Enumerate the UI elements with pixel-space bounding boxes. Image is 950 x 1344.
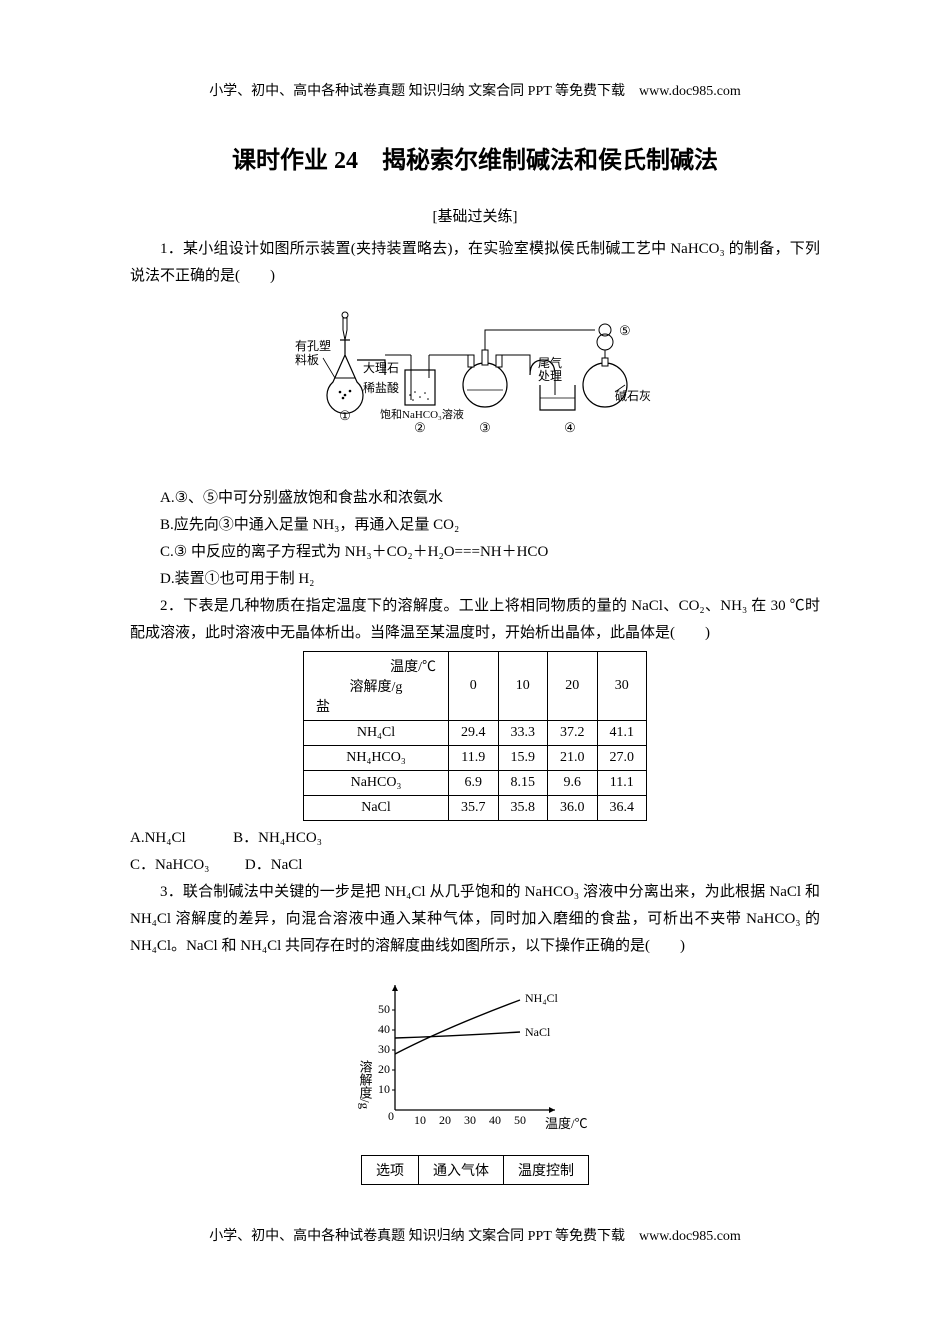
q2-stem: 2．下表是几种物质在指定温度下的溶解度。工业上将相同物质的量的 NaCl、CO₂… [130,593,820,647]
label-sat: 饱和NaHCO₃溶液 [380,407,464,421]
cell: 36.0 [548,796,598,821]
svg-text:10: 10 [378,1082,390,1096]
opt-header-2: 温度控制 [504,1156,589,1185]
series-label-nacl: NaCl [525,1025,551,1039]
page-footer: 小学、初中、高中各种试卷真题 知识归纳 文案合同 PPT 等免费下载 www.d… [130,1225,820,1245]
origin-zero: 0 [388,1109,394,1123]
row-name: NH₄Cl [304,721,449,746]
y-axis-label: 溶解度/g [358,1060,373,1110]
q1-optA: A.③、⑤中可分别盛放饱和食盐水和浓氨水 [130,485,820,512]
cell: 11.9 [449,746,499,771]
series-label-nh4cl: NH₄Cl [525,991,559,1005]
q1-optC: C.③ 中反应的离子方程式为 NH₃＋CO₂＋H₂O===NH＋HCO [130,539,820,566]
table-col-2: 20 [548,652,598,721]
opt-header-1: 通入气体 [419,1156,504,1185]
svg-text:20: 20 [378,1062,390,1076]
svg-text:20: 20 [439,1113,451,1127]
label-plate: 有孔塑 [295,338,331,353]
series-nacl [395,1032,520,1038]
row-name: NH₄HCO₃ [304,746,449,771]
label-n5: ⑤ [619,323,631,338]
cell: 27.0 [597,746,647,771]
q1-optB: B.应先向③中通入足量 NH₃，再通入足量 CO₂ [130,512,820,539]
opt-header-0: 选项 [362,1156,419,1185]
cell: 15.9 [498,746,548,771]
table-row: NH₄HCO₃ 11.9 15.9 21.0 27.0 [304,746,647,771]
svg-text:40: 40 [489,1113,501,1127]
x-axis-arrow-icon [549,1107,555,1113]
series-nh4cl [395,1000,520,1054]
cell: 21.0 [548,746,598,771]
label-lime: 碱石灰 [615,389,651,403]
y-ticks: 10 20 30 40 50 [378,1002,395,1096]
table-col-0: 0 [449,652,499,721]
label-n2: ② [414,420,426,435]
svg-text:40: 40 [378,1022,390,1036]
q2-optA: A.NH₄Cl [130,830,186,846]
cell: 36.4 [597,796,647,821]
q3-options-table: 选项 通入气体 温度控制 [361,1155,589,1185]
section-label: [基础过关练] [130,205,820,226]
q2-optC: C．NaHCO₃ [130,857,209,873]
table-row: NH₄Cl 29.4 33.3 37.2 41.1 [304,721,647,746]
label-marble: 大理石 [363,361,399,375]
cell: 6.9 [449,771,499,796]
q1-optD: D.装置①也可用于制 H₂ [130,566,820,593]
x-axis-label: 温度/℃ [545,1116,588,1131]
q1-stem: 1．某小组设计如图所示装置(夹持装置略去)，在实验室模拟侯氏制碱工艺中 NaHC… [130,236,820,290]
table-col-1: 10 [498,652,548,721]
cell: 37.2 [548,721,598,746]
q3-chart: 10 20 30 40 50 10 20 30 40 50 0 溶解度/ [130,970,820,1145]
page-title: 课时作业 24 揭秘索尔维制碱法和侯氏制碱法 [130,140,820,175]
q2-optB: B．NH₄HCO₃ [233,830,322,846]
q1-diagram: 有孔塑 料板 大理石 稀盐酸 ① 饱和NaHCO₃溶液 ② [130,300,820,475]
table-row: 选项 通入气体 温度控制 [362,1156,589,1185]
q3-stem: 3．联合制碱法中关键的一步是把 NH₄Cl 从几乎饱和的 NaHCO₃ 溶液中分… [130,879,820,960]
svg-text:10: 10 [414,1113,426,1127]
row-name: NaCl [304,796,449,821]
table-header-salt: 盐 [316,696,436,716]
label-n4: ④ [564,420,576,435]
page-header: 小学、初中、高中各种试卷真题 知识归纳 文案合同 PPT 等免费下载 www.d… [130,80,820,100]
cell: 35.8 [498,796,548,821]
label-acid: 稀盐酸 [363,380,399,395]
cell: 9.6 [548,771,598,796]
label-n1: ① [339,408,351,423]
label-plate2: 料板 [295,353,319,367]
table-header-temp: 温度/℃ [316,656,436,676]
row-name: NaHCO₃ [304,771,449,796]
table-row: NaCl 35.7 35.8 36.0 36.4 [304,796,647,821]
cell: 29.4 [449,721,499,746]
label-tail: 尾气 [538,355,562,370]
table-row: 温度/℃ 溶解度/g 盐 0 10 20 30 [304,652,647,721]
svg-text:30: 30 [378,1042,390,1056]
table-header-sol: 溶解度/g [316,676,436,696]
three-neck-flask-icon [429,350,507,407]
cell: 33.3 [498,721,548,746]
cell: 8.15 [498,771,548,796]
table-row: NaHCO₃ 6.9 8.15 9.6 11.1 [304,771,647,796]
label-tail2: 处理 [538,369,562,383]
solubility-table: 温度/℃ 溶解度/g 盐 0 10 20 30 NH₄Cl 29.4 33.3 … [303,651,647,821]
label-n3: ③ [479,420,491,435]
svg-text:50: 50 [378,1002,390,1016]
table-col-3: 30 [597,652,647,721]
cell: 35.7 [449,796,499,821]
cell: 11.1 [597,771,647,796]
svg-text:50: 50 [514,1113,526,1127]
q2-optD: D．NaCl [245,857,303,873]
cell: 41.1 [597,721,647,746]
svg-text:30: 30 [464,1113,476,1127]
y-axis-arrow-icon [392,985,398,991]
x-ticks: 10 20 30 40 50 [414,1113,526,1127]
